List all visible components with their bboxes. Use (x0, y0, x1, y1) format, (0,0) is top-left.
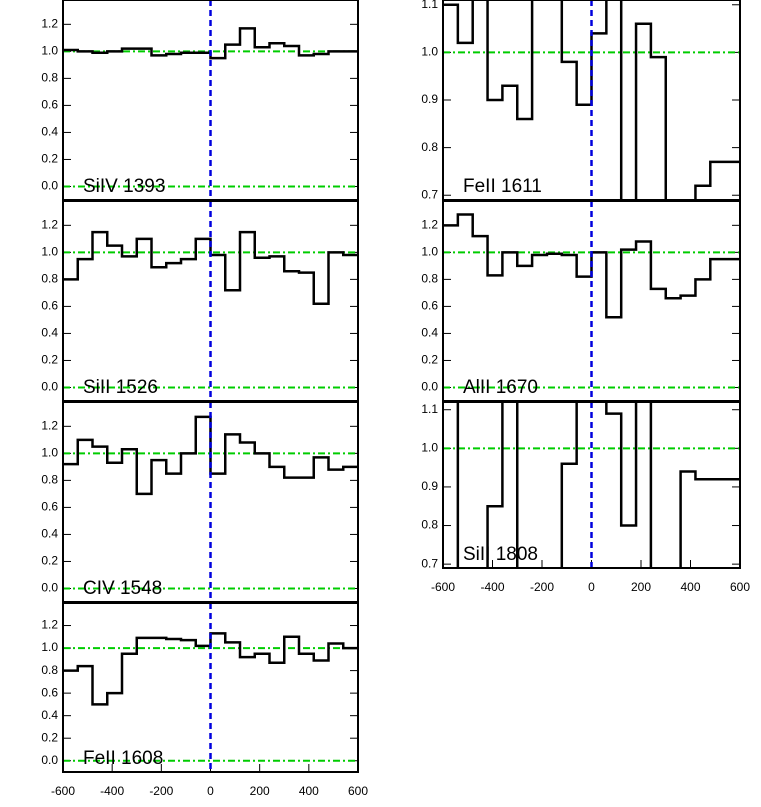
y-tick-label: 0.0 (41, 179, 58, 193)
x-tick-label: 400 (299, 784, 319, 798)
panel-label: FeII 1611 (463, 176, 542, 197)
y-tick-label: 0.8 (41, 272, 58, 286)
y-tick-label: 0.4 (41, 326, 58, 340)
y-tick-label: 1.2 (421, 217, 438, 231)
panel: 0.0 0.2 0.4 0.6 0.8 1.0 1.2 SiIV 1393 (41, 0, 359, 201)
y-tick-label: 1.2 (41, 217, 58, 231)
panel-label: SiII 1808 (463, 544, 538, 565)
y-tick-label: 0.4 (41, 708, 58, 722)
y-tick-label: 0.8 (421, 518, 438, 532)
x-tick-label: 0 (588, 580, 595, 594)
panel-label: SiIV 1393 (83, 176, 165, 197)
y-tick-label: 1.1 (421, 402, 438, 416)
y-tick-label: 0.0 (421, 380, 438, 394)
y-tick-label: 1.2 (41, 16, 58, 30)
y-tick-label: 0.4 (41, 527, 58, 541)
panel: 0.0 0.2 0.4 0.6 0.8 1.0 1.2 SiII 1526 (41, 200, 359, 402)
frame (442, 401, 741, 569)
panel-label: SiII 1526 (83, 377, 158, 398)
y-tick-label: 0.0 (41, 753, 58, 767)
spectrum (456, 402, 740, 568)
y-tick-label: 0.0 (41, 380, 58, 394)
y-tick-label: 0.2 (421, 353, 438, 367)
y-tick-label: 1.0 (421, 245, 438, 259)
y-tick-label: 1.0 (41, 446, 58, 460)
y-tick-label: 1.2 (41, 418, 58, 432)
y-tick-label: 0.0 (41, 581, 58, 595)
x-tick-label: 600 (730, 580, 750, 594)
y-tick-label: 0.7 (421, 556, 438, 570)
y-tick-label: 1.0 (41, 245, 58, 259)
y-tick-label: 1.1 (421, 0, 438, 11)
x-tick-label: 400 (680, 580, 700, 594)
x-tick-label: -600 (431, 580, 455, 594)
y-tick-label: 0.8 (41, 473, 58, 487)
x-tick-label: 600 (348, 784, 368, 798)
panel-label: AlII 1670 (463, 377, 538, 398)
x-tick-label: -400 (480, 580, 504, 594)
frame (62, 602, 359, 773)
x-tick-label: 200 (250, 784, 270, 798)
x-tick-label: -200 (149, 784, 173, 798)
x-tick-label: 200 (631, 580, 651, 594)
y-tick-label: 0.6 (41, 299, 58, 313)
x-tick-label: -600 (51, 784, 75, 798)
y-tick-label: 0.8 (41, 663, 58, 677)
y-tick-label: 0.4 (421, 326, 438, 340)
y-tick-label: 0.7 (421, 187, 438, 201)
panel-label: CIV 1548 (83, 578, 162, 599)
y-tick-label: 0.6 (41, 500, 58, 514)
y-tick-label: 0.6 (421, 299, 438, 313)
y-tick-label: 0.8 (421, 272, 438, 286)
y-tick-label: 0.8 (421, 140, 438, 154)
y-tick-label: 0.6 (41, 685, 58, 699)
panel: 0.0 0.2 0.4 0.6 0.8 1.0 1.2 -600 -400 -200 0 200 400… (41, 602, 368, 798)
spectrum (443, 0, 740, 200)
x-tick-label: 0 (207, 784, 214, 798)
y-tick-label: 0.6 (41, 98, 58, 112)
y-tick-label: 0.2 (41, 730, 58, 744)
panel: 0.7 0.8 0.9 1.0 1.1 FeII 1611 (421, 0, 741, 201)
y-tick-label: 1.0 (41, 640, 58, 654)
y-tick-label: 1.0 (421, 45, 438, 59)
spectrum (63, 27, 358, 60)
y-tick-label: 0.2 (41, 353, 58, 367)
y-tick-label: 1.2 (41, 618, 58, 632)
panel: 0.0 0.2 0.4 0.6 0.8 1.0 1.2 AlII 1670 (421, 200, 741, 402)
y-tick-label: 0.4 (41, 125, 58, 139)
y-tick-label: 0.8 (41, 71, 58, 85)
panel: 0.0 0.2 0.4 0.6 0.8 1.0 1.2 CIV 1548 (41, 401, 359, 603)
panel-label: FeII 1608 (83, 748, 163, 769)
y-tick-label: 0.9 (421, 479, 438, 493)
y-tick-label: 0.2 (41, 554, 58, 568)
panel: 0.7 0.8 0.9 1.0 1.1 -600 -400 -200 0 200 400 600 SiI… (421, 401, 750, 594)
y-tick-label: 1.0 (41, 44, 58, 58)
x-tick-label: -400 (100, 784, 124, 798)
y-tick-label: 0.2 (41, 152, 58, 166)
y-tick-label: 1.0 (421, 440, 438, 454)
x-tick-label: -200 (530, 580, 554, 594)
y-tick-label: 0.9 (421, 92, 438, 106)
